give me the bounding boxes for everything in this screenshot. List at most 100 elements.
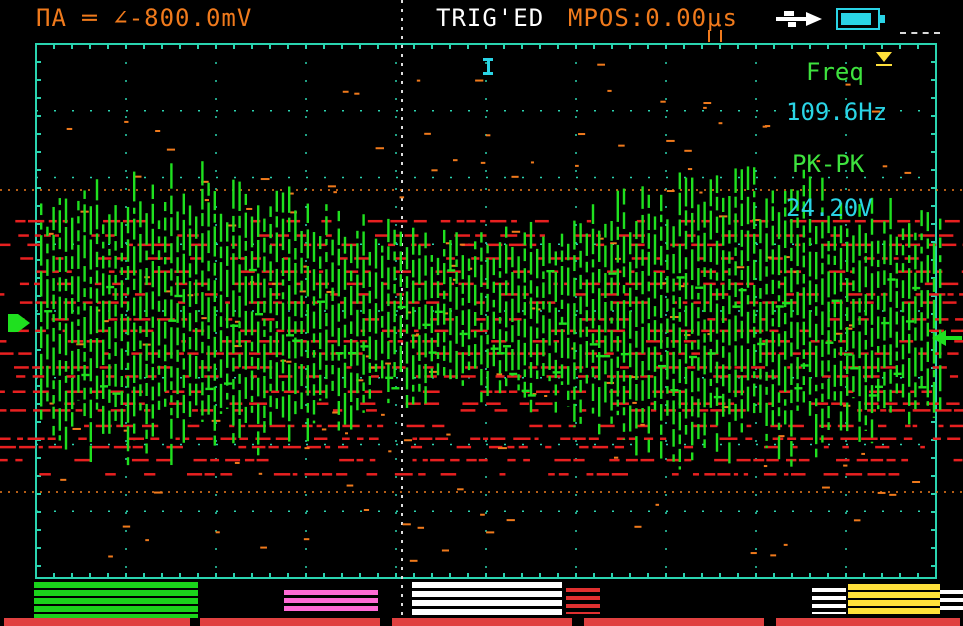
ch1-trace-segment: [517, 319, 520, 336]
ch2-trace-segment: [354, 257, 370, 260]
ch1-trace-segment: [424, 333, 427, 358]
ch1-trace-segment: [188, 228, 192, 256]
ch1-trace-segment: [653, 306, 657, 317]
ch1-trace-segment: [381, 245, 384, 253]
ch1-trace-segment: [672, 454, 675, 462]
ch2-trace-segment: [109, 390, 124, 393]
channel-level-marker-icon[interactable]: [4, 312, 32, 334]
mode-tab-prefix[interactable]: [812, 588, 846, 614]
ch2-trace-segment: [131, 352, 143, 355]
ch-noise-dash: [72, 427, 81, 430]
ch-noise-dash: [234, 320, 240, 323]
ch1-trace-segment: [784, 190, 787, 204]
ch1-trace-segment: [294, 401, 297, 415]
math-tab[interactable]: [284, 590, 378, 614]
ch1-trace-segment: [870, 419, 874, 438]
ch1-trace-segment: [151, 316, 154, 328]
ch1-trace-segment: [908, 223, 911, 248]
ch1-trace-segment: [368, 376, 371, 385]
ch1-trace-segment: [412, 306, 415, 327]
ch1-trace-segment: [319, 352, 322, 370]
ch2-trace-segment: [38, 445, 43, 449]
soft-key-5[interactable]: [776, 618, 960, 626]
soft-key-1[interactable]: [4, 618, 190, 626]
ch1-trace-segment: [498, 242, 502, 268]
ch1-trace-segment: [678, 327, 681, 354]
ch-noise-dash: [532, 393, 537, 396]
ch1-trace-segment: [269, 321, 272, 333]
ch1-trace-segment: [713, 395, 722, 399]
ch1-trace-segment: [170, 418, 173, 439]
ch2-trace-segment: [511, 219, 517, 223]
ch1-trace-segment: [560, 364, 564, 379]
mode-tab[interactable]: [848, 584, 940, 616]
ch2-trace-segment: [722, 270, 728, 273]
ch1-trace-segment: [579, 416, 582, 424]
ch2-trace-segment: [787, 366, 793, 369]
ch1-trace-segment: [213, 306, 216, 332]
ch2-trace-segment: [915, 293, 922, 296]
channel-status[interactable]: ΠA ═ ∠-800.0mV: [36, 4, 253, 32]
ch1-trace-segment: [157, 250, 161, 260]
ch1-trace-segment: [591, 299, 595, 329]
ch1-trace-segment: [157, 382, 161, 397]
ch2-trace-segment: [935, 352, 942, 355]
ch2-trace-segment: [766, 458, 779, 462]
ch1-trace-segment: [424, 255, 427, 276]
ch1-trace-segment: [802, 349, 805, 359]
ch1-trace-segment: [703, 439, 706, 448]
mode-tab-suffix[interactable]: [940, 590, 963, 614]
ch2-trace-segment: [337, 445, 349, 449]
ch1-trace-segment: [95, 270, 99, 284]
ch2-trace-segment: [426, 301, 440, 304]
ch1-trace-segment: [715, 288, 719, 301]
ch1-trace-segment: [126, 316, 130, 336]
timebase-tab-suffix[interactable]: [566, 588, 600, 614]
soft-key-4[interactable]: [584, 618, 764, 626]
ch1-trace-segment: [932, 277, 936, 292]
ch1-trace-segment: [529, 382, 533, 397]
ch2-trace-segment: [792, 352, 801, 355]
ch1-trace-segment: [523, 318, 526, 338]
ch2-trace-segment: [82, 301, 93, 304]
ch1-trace-segment: [145, 403, 148, 425]
ch1-trace-segment: [368, 389, 371, 399]
ch2-trace-segment: [225, 301, 230, 304]
ch2-trace-segment: [568, 424, 576, 428]
ch1-trace-segment: [405, 395, 409, 408]
ch1-trace-segment: [695, 286, 704, 289]
ch1-trace-segment: [641, 380, 644, 401]
ch1-trace-segment: [517, 285, 520, 313]
ch1-trace-segment: [852, 267, 855, 274]
ch1-trace-segment: [796, 383, 799, 402]
ch1-trace-segment: [895, 278, 898, 288]
timebase-tab[interactable]: [412, 582, 562, 618]
soft-key-2[interactable]: [200, 618, 380, 626]
ch-noise-dash: [699, 191, 703, 194]
ch1-trace-segment: [846, 377, 849, 396]
ch1-trace-segment: [275, 302, 278, 316]
ch2-trace-segment: [847, 390, 854, 393]
ch1-trace-segment: [83, 235, 86, 259]
ch2-trace-segment: [828, 318, 840, 321]
ch2-trace-segment: [647, 282, 665, 286]
ch2-trace-segment: [476, 352, 483, 355]
ch-noise-dash: [155, 129, 161, 132]
ch1-trace-segment: [608, 272, 617, 275]
ch1-trace-segment: [77, 399, 80, 401]
ch2-trace-segment: [508, 243, 527, 247]
ch1-trace-segment: [740, 345, 743, 372]
ch1-trace-segment: [362, 382, 365, 392]
ch2-trace-segment: [34, 234, 41, 237]
trigger-level-marker-icon[interactable]: [932, 330, 962, 346]
soft-key-3[interactable]: [392, 618, 572, 626]
ch1-trace-segment: [325, 216, 328, 236]
ch1-trace-segment: [691, 285, 694, 300]
measure-tab[interactable]: [34, 582, 198, 618]
ch1-trace-segment: [660, 194, 663, 212]
ch-noise-dash: [544, 395, 548, 398]
ch2-trace-segment: [367, 219, 383, 223]
ch2-trace-segment: [156, 318, 175, 321]
ch-noise-dash: [468, 267, 473, 270]
